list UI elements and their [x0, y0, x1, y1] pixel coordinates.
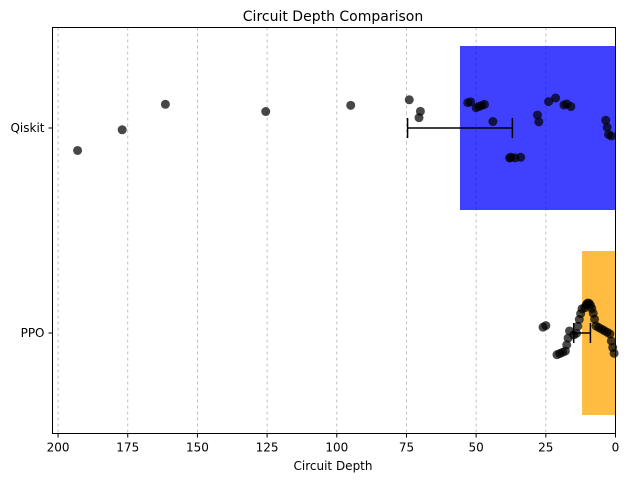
x-tick-label: 25 — [538, 441, 553, 455]
point-qiskit — [466, 97, 476, 107]
point-ppo — [541, 321, 551, 331]
point-qiskit — [261, 107, 271, 117]
y-axis: Qiskit PPO — [10, 121, 53, 340]
data-points — [73, 93, 619, 360]
point-qiskit — [534, 117, 544, 127]
x-tick-label: 175 — [116, 441, 139, 455]
point-qiskit — [488, 117, 498, 127]
x-tick-label: 0 — [612, 441, 620, 455]
point-ppo — [573, 321, 583, 331]
point-qiskit — [404, 95, 414, 105]
x-tick-label: 200 — [47, 441, 70, 455]
point-qiskit — [346, 100, 356, 110]
point-qiskit — [480, 99, 490, 109]
y-tick-label: PPO — [21, 326, 45, 340]
point-qiskit — [551, 93, 561, 103]
point-qiskit — [532, 110, 542, 120]
point-ppo — [571, 328, 581, 338]
point-qiskit — [606, 131, 616, 141]
x-tick-label: 150 — [186, 441, 209, 455]
point-ppo — [605, 329, 615, 339]
point-qiskit — [415, 106, 425, 116]
point-ppo — [609, 348, 619, 358]
point-qiskit — [601, 115, 611, 125]
point-qiskit — [73, 145, 83, 155]
x-tick-label: 125 — [256, 441, 279, 455]
plot-frame — [52, 27, 616, 434]
x-axis: 200 175 150 125 100 75 50 25 0 — [47, 433, 620, 455]
point-ppo — [562, 340, 572, 350]
point-qiskit — [117, 125, 127, 135]
x-tick-label: 75 — [399, 441, 414, 455]
y-tick-label: Qiskit — [10, 121, 44, 135]
point-qiskit — [566, 102, 576, 112]
point-qiskit — [516, 152, 526, 162]
point-qiskit — [602, 122, 612, 132]
point-qiskit — [160, 99, 170, 109]
point-qiskit — [544, 97, 554, 107]
x-tick-label: 100 — [325, 441, 348, 455]
x-axis-title: Circuit Depth — [294, 459, 373, 473]
x-tick-label: 50 — [469, 441, 484, 455]
point-ppo — [590, 314, 600, 324]
chart-title: Circuit Depth Comparison — [243, 9, 423, 25]
